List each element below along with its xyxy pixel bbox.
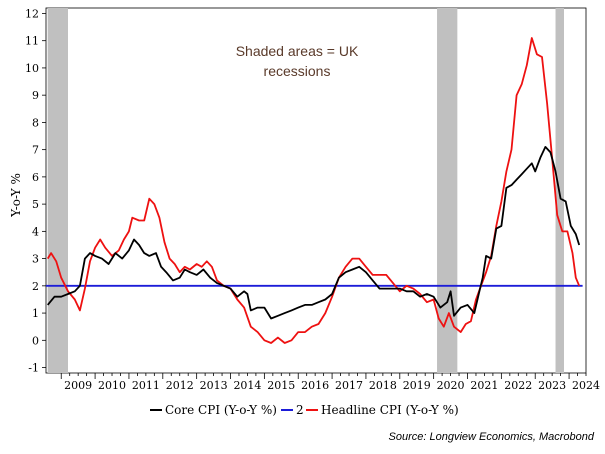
x-tick-label: 2017 xyxy=(335,379,363,392)
y-tick-label: 11 xyxy=(25,35,39,48)
y-tick-label: 10 xyxy=(25,62,39,75)
x-tick-label: 2024 xyxy=(572,379,600,392)
x-tick-label: 2021 xyxy=(470,379,498,392)
x-tick-label: 2023 xyxy=(538,379,566,392)
y-tick-label: 9 xyxy=(32,89,39,102)
plot-frame xyxy=(45,7,587,374)
y-axis-label: Y-o-Y % xyxy=(9,173,23,218)
headline-cpi-line xyxy=(46,37,581,344)
y-tick-label: 0 xyxy=(32,334,39,347)
recession-band-2 xyxy=(437,8,458,373)
annotation-line-1: Shaded areas = UK xyxy=(236,43,359,59)
y-tick-label: -1 xyxy=(28,362,39,375)
x-tick-label: 2014 xyxy=(233,379,261,392)
y-tick-label: 7 xyxy=(32,144,39,157)
legend-label-headline: Headline CPI (Y-o-Y %) xyxy=(321,403,459,417)
x-tick-label: 2015 xyxy=(267,379,295,392)
y-tick-label: 6 xyxy=(32,171,39,184)
y-tick-label: 3 xyxy=(32,253,39,266)
x-tick-label: 2016 xyxy=(301,379,329,392)
y-tick-label: 4 xyxy=(32,225,39,238)
recession-band-1 xyxy=(47,8,69,373)
y-tick-label: 1 xyxy=(32,307,39,320)
x-tick-label: 2022 xyxy=(504,379,532,392)
y-tick-label: 8 xyxy=(32,116,39,129)
x-tick-label: 2011 xyxy=(132,379,160,392)
x-tick-label: 2012 xyxy=(166,379,194,392)
y-tick-label: 2 xyxy=(32,280,39,293)
y-tick-label: 12 xyxy=(25,7,39,20)
legend: Core CPI (Y-o-Y %) 2 Headline CPI (Y-o-Y… xyxy=(150,403,459,417)
x-tick-label: 2009 xyxy=(64,379,92,392)
annotation-line-2: recessions xyxy=(264,63,331,79)
legend-label-target: 2 xyxy=(296,403,304,417)
x-tick-label: 2010 xyxy=(98,379,126,392)
x-tick-label: 2019 xyxy=(403,379,431,392)
series-lines xyxy=(46,37,583,344)
x-tick-label: 2013 xyxy=(200,379,228,392)
legend-label-core: Core CPI (Y-o-Y %) xyxy=(165,403,277,417)
source-note: Source: Longview Economics, Macrobond xyxy=(389,431,595,443)
x-tick-label: 2020 xyxy=(437,379,465,392)
x-tick-label: 2018 xyxy=(369,379,397,392)
y-tick-label: 5 xyxy=(32,198,39,211)
core-cpi-line xyxy=(47,146,581,320)
